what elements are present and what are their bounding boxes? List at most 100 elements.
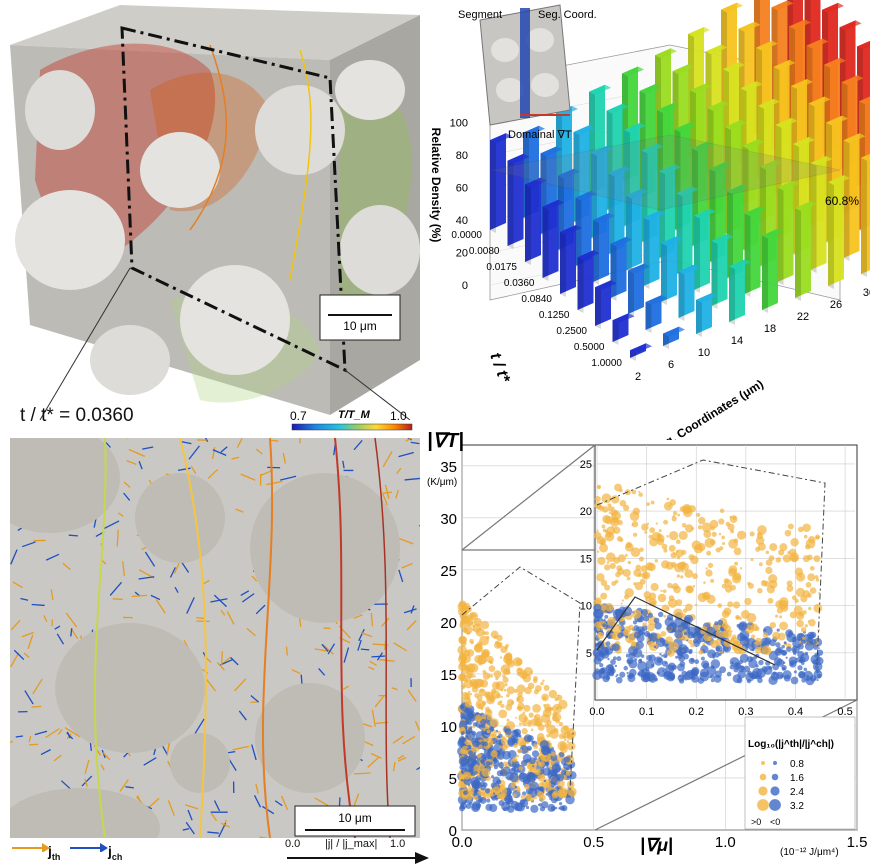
scatter-point: [521, 720, 528, 727]
inset-point: [750, 656, 754, 661]
flux-legend: jth jch 0.0 |j| / |j_max| 1.0: [10, 838, 430, 866]
scatter-point: [493, 670, 502, 678]
inset-point: [718, 532, 722, 536]
inset-point: [593, 656, 602, 665]
inset-point: [790, 676, 799, 685]
inset-point: [675, 599, 683, 606]
flux-arrow: [255, 448, 263, 455]
flux-arrow: [84, 759, 90, 775]
flux-arrow: [186, 597, 195, 614]
inset-point: [661, 660, 669, 667]
inset-point: [807, 573, 816, 582]
flux-arrow: [236, 438, 243, 448]
flux-arrow: [379, 659, 395, 662]
inset-point: [787, 523, 794, 530]
flux-arrow: [369, 660, 377, 666]
inset-point: [709, 519, 719, 529]
inset-point: [668, 544, 676, 552]
inset-point: [617, 632, 624, 639]
scatter-point: [461, 803, 467, 809]
inset-point: [643, 615, 650, 622]
scatter-point: [466, 649, 475, 657]
scatter-point: [524, 793, 533, 801]
inset-point: [746, 678, 752, 684]
scatter-point: [529, 781, 539, 791]
inset-point: [738, 616, 742, 620]
inset-point: [674, 630, 683, 639]
scatter-point: [548, 689, 558, 699]
inset-point: [634, 581, 644, 591]
inset-point: [732, 640, 741, 649]
flux-arrow: [291, 669, 301, 675]
inset-point: [600, 579, 608, 587]
depth-tick: 0.0360: [504, 278, 535, 289]
inset-point: [650, 582, 659, 592]
scatter-point: [526, 745, 532, 751]
x-tick: 26: [830, 299, 842, 311]
scatter-point: [532, 765, 535, 768]
flux-arrow: [181, 562, 190, 573]
scatter-point: [548, 771, 553, 776]
flux-arrow: [414, 720, 420, 731]
bar: [762, 228, 784, 313]
flux-arrow: [251, 575, 258, 582]
inset-point: [648, 673, 658, 683]
scatter-point: [482, 651, 489, 658]
inset-point: [815, 578, 820, 582]
scatter-point: [460, 656, 466, 662]
inset-point: [610, 508, 618, 517]
flux-arrow: [403, 608, 417, 614]
flux-arrow: [280, 475, 297, 481]
x-tick: 14: [731, 335, 743, 347]
inset-point: [710, 678, 715, 683]
scatter-point: [490, 630, 499, 639]
inset-point: [748, 672, 754, 679]
inset-point: [663, 548, 668, 553]
inset-point: [806, 678, 809, 681]
legend-value: 2.4: [790, 787, 804, 798]
scatter-point: [491, 775, 495, 779]
inset-point: [614, 664, 618, 668]
y-tick-inset: 15: [580, 553, 592, 565]
inset-point: [631, 523, 634, 527]
scatter-point: [538, 761, 545, 768]
scatter-point: [463, 710, 467, 713]
inset-point: [617, 519, 623, 526]
depth-tick: 0.0000: [451, 230, 482, 241]
inset-point: [692, 584, 696, 588]
inset-point: [596, 484, 602, 489]
scatter-point: [472, 628, 475, 632]
flux-arrow: [285, 646, 288, 656]
flux-arrow: [405, 438, 413, 442]
flux-arrow: [360, 632, 373, 638]
scatter-point: [459, 621, 467, 629]
flux-arrow: [221, 651, 223, 665]
inset-point: [644, 530, 648, 534]
scatter-point: [521, 791, 527, 796]
inset-point: [705, 567, 708, 570]
scale-bar-a: 10 μm: [319, 294, 401, 341]
scatter-point: [496, 779, 502, 785]
bar: [810, 156, 833, 273]
scatter-point: [517, 748, 523, 754]
y-tick-inset: 25: [580, 459, 592, 471]
inset-point: [808, 633, 814, 639]
inset-point: [621, 619, 624, 622]
flux-arrow: [125, 786, 134, 789]
flux-arrow: [410, 605, 415, 614]
inset-point: [647, 640, 655, 648]
inset-point: [697, 677, 705, 684]
scatter-point: [527, 719, 532, 725]
inset-point: [596, 573, 605, 582]
scatter-point: [482, 782, 488, 788]
flux-arrow: [220, 446, 228, 453]
bar: [861, 153, 870, 277]
scatter-point: [539, 740, 549, 750]
scatter-point: [463, 790, 468, 796]
flux-arrow: [353, 440, 363, 451]
inset-point: [646, 623, 655, 632]
scatter-point: [566, 740, 570, 743]
scatter-point: [464, 692, 471, 699]
scatter-point: [490, 750, 498, 758]
bar: [729, 259, 751, 325]
